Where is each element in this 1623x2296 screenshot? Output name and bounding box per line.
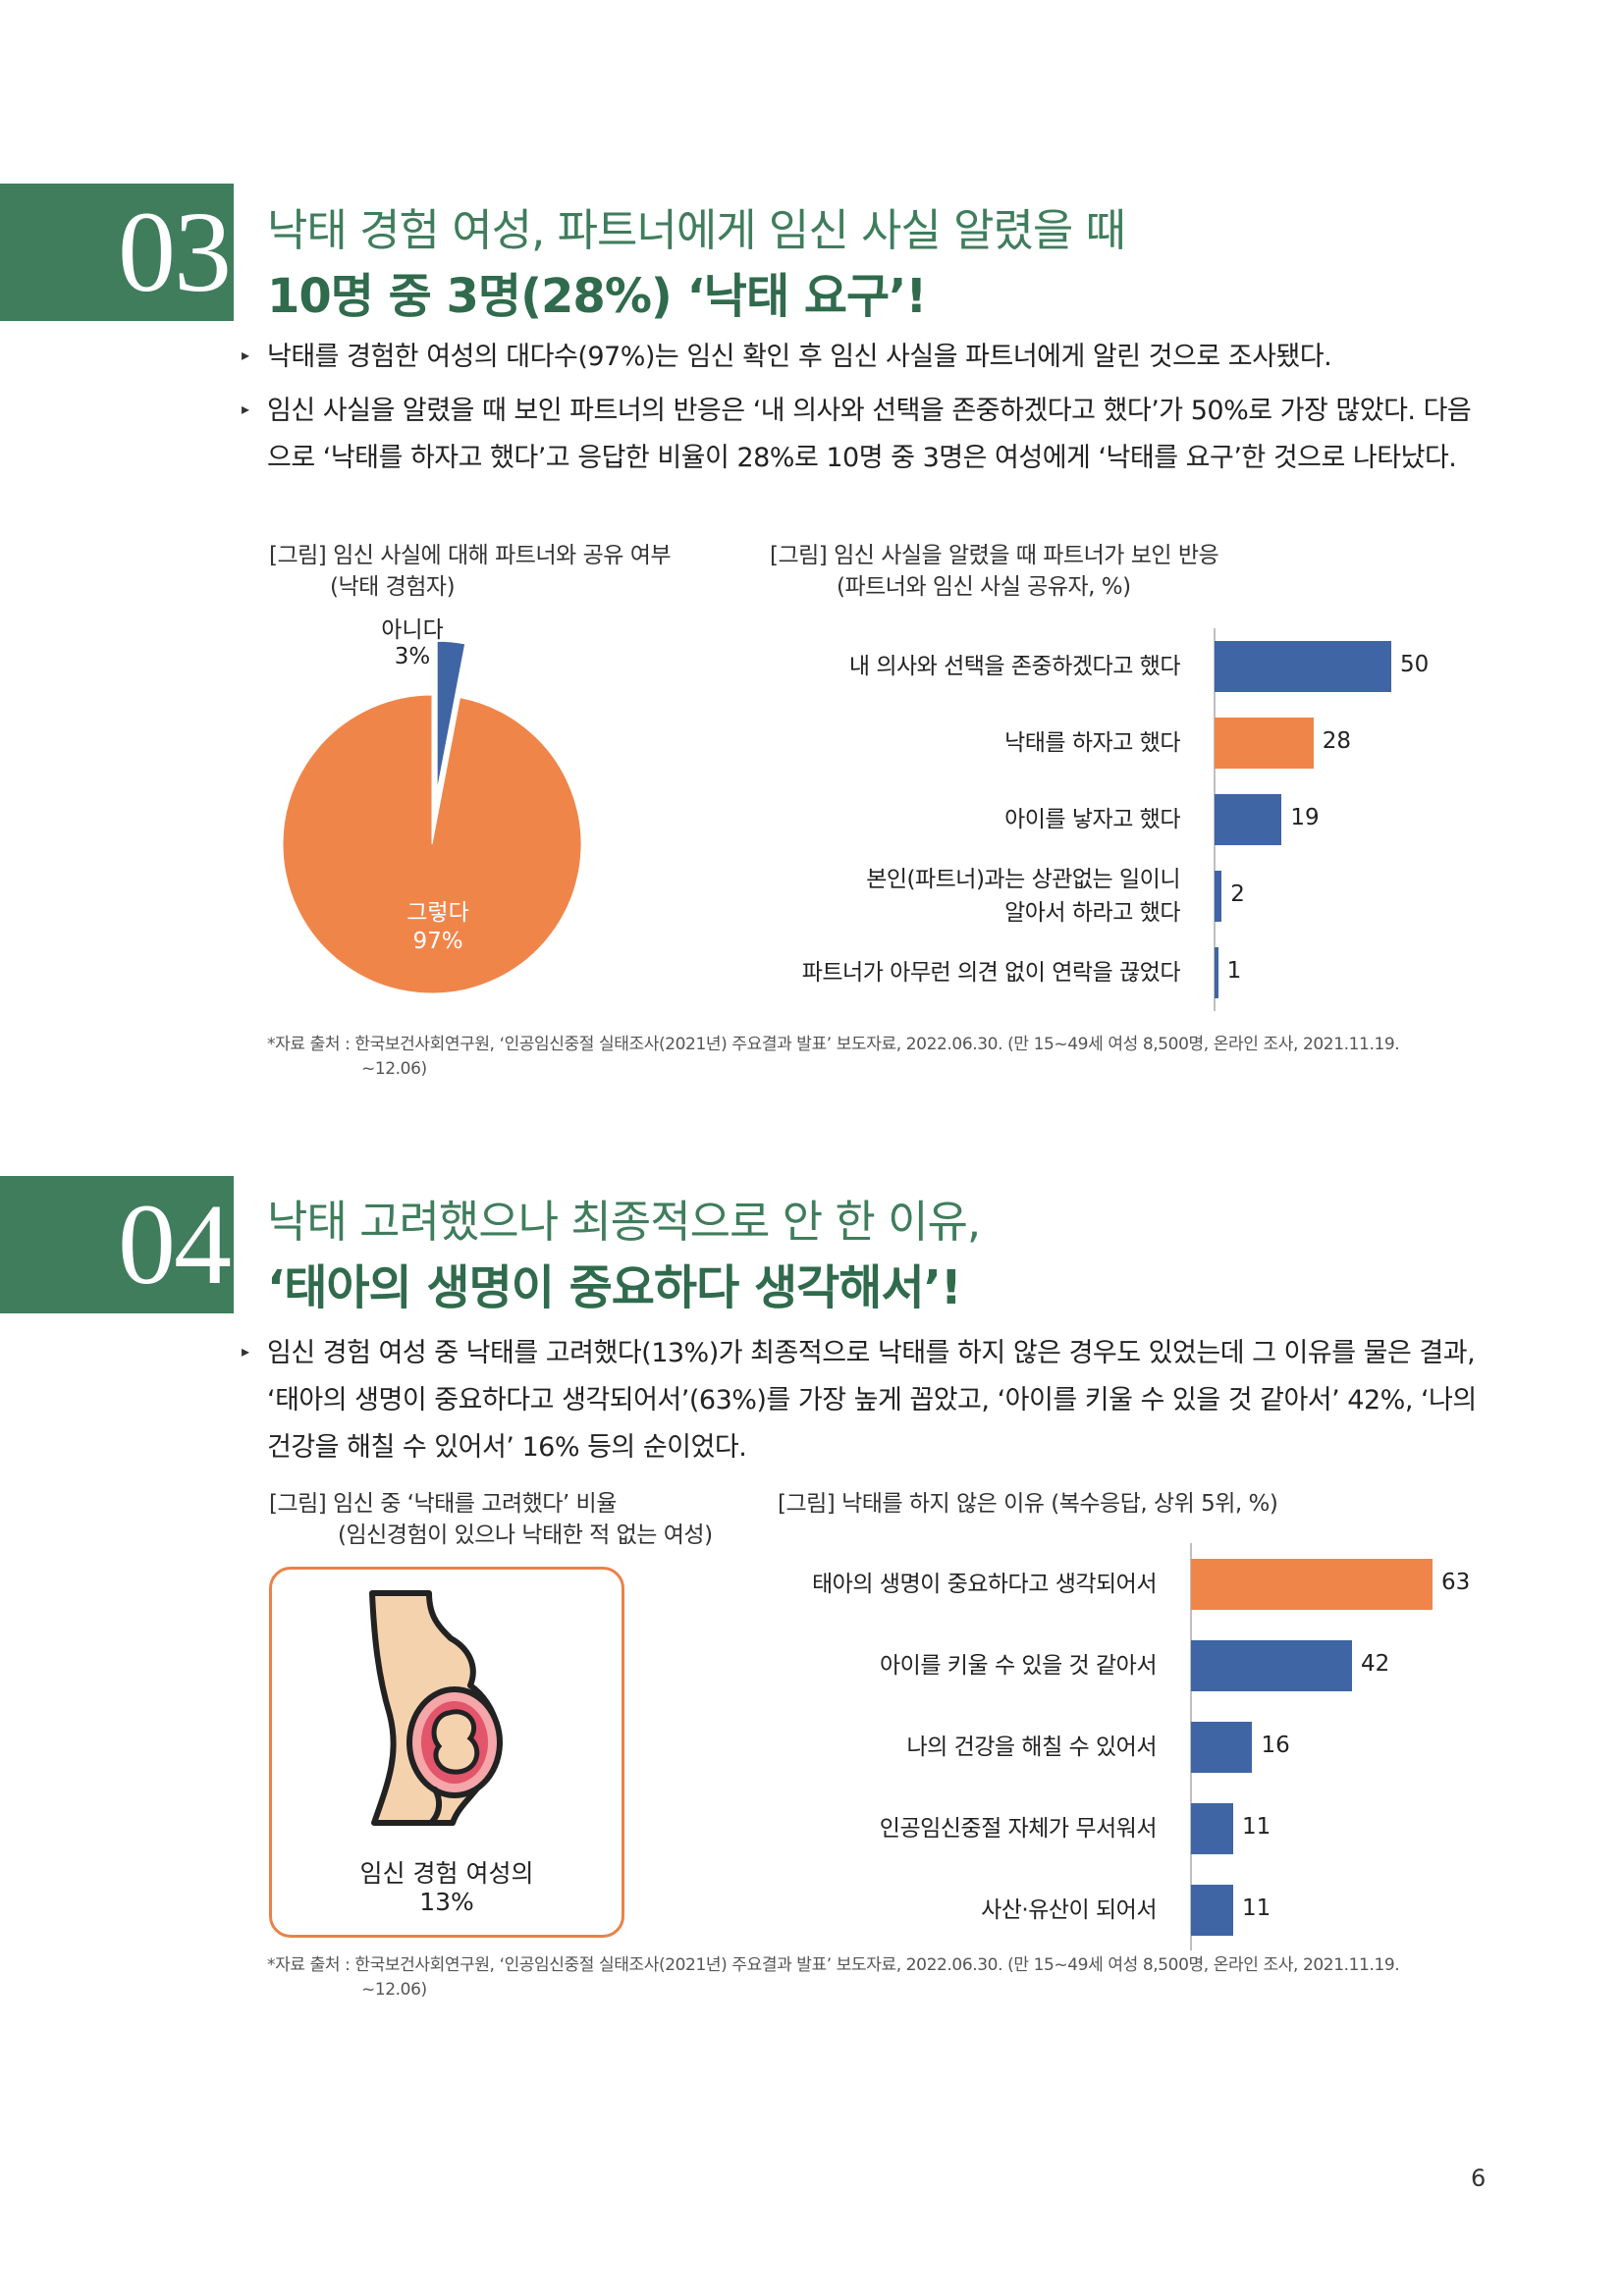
section03-bullet2: 임신 사실을 알렸을 때 보인 파트너의 반응은 ‘내 의사와 선택을 존중하겠… <box>267 396 1472 473</box>
source-line1: *자료 출처 : 한국보건사회연구원, ‘인공임신중절 실태조사(2021년) … <box>267 1955 1400 1975</box>
section-number-04: 04 <box>0 1176 234 1313</box>
bar-2 <box>1215 794 1282 845</box>
section03-title-line2: 10명 중 3명(28%) ‘낙태 요구’! <box>267 269 927 324</box>
bullet-icon: ▸ <box>242 346 250 364</box>
source-line2: ~12.06) <box>361 1980 427 2000</box>
bar-1 <box>1191 1639 1352 1691</box>
bar-value-label: 11 <box>1241 1895 1271 1921</box>
bar-3 <box>1191 1802 1233 1854</box>
pie-label-no: 아니다 <box>381 617 444 643</box>
pregnant-belly-icon <box>369 1590 503 1826</box>
bar-value-label: 28 <box>1322 728 1352 754</box>
section04-bullet1: 임신 경험 여성 중 낙태를 고려했다(13%)가 최종적으로 낙태를 하지 않… <box>267 1338 1477 1463</box>
bar-category-label: 본인(파트너)과는 상관없는 일이니 알아서 하라고 했다 <box>866 867 1180 926</box>
bar-category-label: 인공임신중절 자체가 무서워서 <box>879 1815 1158 1842</box>
bar-4 <box>1215 947 1218 998</box>
bar-value-label: 2 <box>1230 881 1245 907</box>
pregnancy-illustration-box: 임신 경험 여성의 13% <box>269 1567 624 1938</box>
bar-value-label: 11 <box>1241 1813 1271 1840</box>
fig3-caption-sub: (임신경험이 있으나 낙태한 적 없는 여성) <box>338 1522 713 1548</box>
fig3-caption: [그림] 임신 중 ‘낙태를 고려했다’ 비율 <box>269 1491 617 1517</box>
bar-value-label: 50 <box>1400 652 1430 677</box>
bar-value-label: 16 <box>1261 1732 1290 1758</box>
illus-text-line2: 13% <box>419 1888 474 1916</box>
bullet-icon: ▸ <box>242 1342 250 1361</box>
pie-slice-no <box>436 640 466 791</box>
section04-title-line2: ‘태아의 생명이 중요하다 생각해서’! <box>267 1260 962 1315</box>
pie-label-yes: 그렇다 <box>406 900 469 926</box>
bar-3 <box>1215 871 1222 922</box>
section03-source: *자료 출처 : 한국보건사회연구원, ‘인공임신중절 실태조사(2021년) … <box>267 1033 1475 1082</box>
section04-title-line1: 낙태 고려했으나 최종적으로 안 한 이유, <box>267 1196 981 1248</box>
pie-value-no: 3% <box>394 644 431 669</box>
bullet-icon: ▸ <box>242 400 250 418</box>
bar-value-label: 1 <box>1226 958 1242 984</box>
bar-category-label: 나의 건강을 해칠 수 있어서 <box>906 1734 1157 1760</box>
fig4-caption: [그림] 낙태를 하지 않은 이유 (복수응답, 상위 5위, %) <box>778 1491 1278 1517</box>
bar-category-label: 태아의 생명이 중요하다고 생각되어서 <box>812 1571 1158 1597</box>
bar-value-label: 42 <box>1361 1650 1390 1677</box>
fig2-caption-sub: (파트너와 임신 사실 공유자, %) <box>837 574 1131 600</box>
bar-category-label: 파트너가 아무런 의견 없이 연락을 끊었다 <box>801 960 1181 986</box>
bar-4 <box>1191 1884 1233 1936</box>
bar-1 <box>1215 718 1314 769</box>
pie-chart <box>282 640 582 994</box>
source-line1: *자료 출처 : 한국보건사회연구원, ‘인공임신중절 실태조사(2021년) … <box>267 1035 1400 1054</box>
bar-category-label: 아이를 키울 수 있을 것 같아서 <box>880 1652 1157 1679</box>
page-number: 6 <box>1471 2164 1487 2192</box>
pie-value-yes: 97% <box>412 929 463 954</box>
fig1-caption: [그림] 임신 사실에 대해 파트너와 공유 여부 <box>269 543 672 568</box>
bar-category-label: 아이를 낳자고 했다 <box>1004 807 1180 832</box>
source-line2: ~12.06) <box>361 1059 427 1079</box>
bar-category-label: 내 의사와 선택을 존중하겠다고 했다 <box>848 654 1181 679</box>
fig1-caption-sub: (낙태 경험자) <box>330 574 456 600</box>
pie-slice-yes <box>282 694 582 994</box>
section-number-03: 03 <box>0 184 234 321</box>
illus-text-line1: 임신 경험 여성의 <box>359 1859 534 1888</box>
bar-value-label: 63 <box>1441 1569 1471 1595</box>
section03-bullet1: 낙태를 경험한 여성의 대다수(97%)는 임신 확인 후 임신 사실을 파트너… <box>267 342 1332 372</box>
bar-category-label: 낙태를 하자고 했다 <box>1004 730 1180 756</box>
bar-0 <box>1215 641 1391 692</box>
section03-title-line1: 낙태 경험 여성, 파트너에게 임신 사실 알렸을 때 <box>267 204 1126 256</box>
bar-category-label: 사산·유산이 되어서 <box>981 1896 1157 1923</box>
bar-0 <box>1191 1558 1433 1610</box>
fig2-caption: [그림] 임신 사실을 알렸을 때 파트너가 보인 반응 <box>770 543 1219 568</box>
bar-value-label: 19 <box>1290 805 1320 830</box>
section04-source: *자료 출처 : 한국보건사회연구원, ‘인공임신중절 실태조사(2021년) … <box>267 1953 1475 2002</box>
bar-2 <box>1191 1721 1253 1773</box>
